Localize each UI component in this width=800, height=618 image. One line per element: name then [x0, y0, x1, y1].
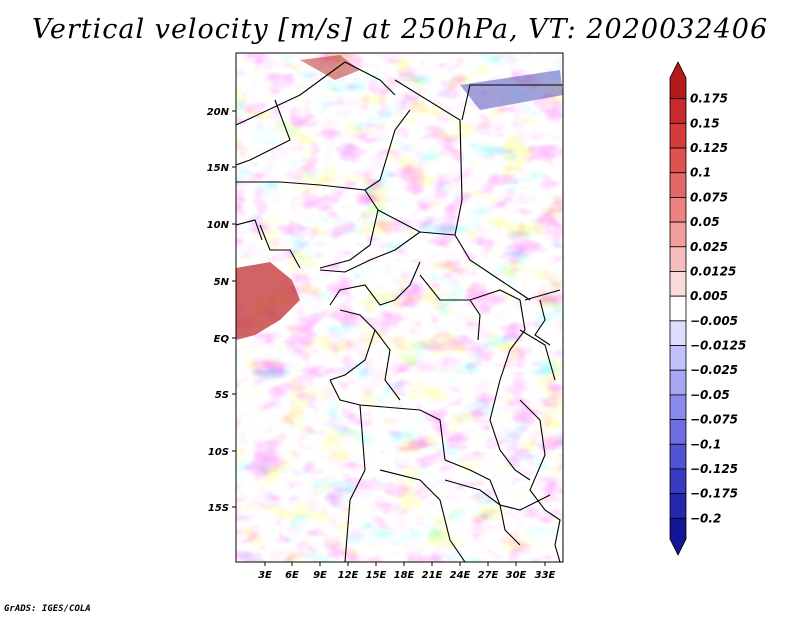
velocity-field: [236, 53, 563, 562]
colorbar-swatch: [669, 98, 687, 124]
map-title: Vertical velocity [m/s] at 250hPa, VT: 2…: [31, 14, 769, 45]
colorbar-label: −0.175: [690, 487, 738, 501]
colorbar-swatch: [669, 246, 687, 272]
lat-label: EQ: [214, 334, 230, 345]
colorbar-label: −0.1: [690, 437, 721, 451]
lon-label: 6E: [285, 570, 299, 581]
lat-label: 10N: [207, 220, 230, 231]
colorbar-swatch: [669, 122, 687, 149]
colorbar-swatch: [669, 172, 687, 198]
colorbar-label: −0.025: [690, 363, 738, 377]
colorbar-label: −0.075: [690, 413, 738, 427]
lon-label: 33E: [535, 570, 556, 581]
colorbar-swatch: [669, 271, 687, 297]
lat-label: 15N: [207, 163, 230, 174]
lat-label: 20N: [207, 107, 230, 118]
colorbar-swatch: [669, 443, 687, 470]
lat-label: 15S: [208, 503, 229, 514]
colorbar-label: −0.125: [690, 462, 738, 476]
plot-frame: [235, 52, 564, 563]
lon-label: 9E: [313, 570, 327, 581]
colorbar: 0.175 0.15 0.125 0.1 0.075 0.05 0.025 0.0125 0.0…: [669, 61, 746, 556]
lon-axis: 3E 6E 9E 12E 15E 18E 21E 24E 27E 30E 33E: [258, 562, 556, 581]
colorbar-swatch: [669, 345, 687, 371]
colorbar-swatch: [669, 493, 687, 519]
colorbar-swatch: [669, 468, 687, 495]
colorbar-label: 0.1: [690, 166, 711, 180]
colorbar-label: 0.15: [690, 116, 720, 130]
lat-axis: 20N 15N 10N 5N EQ 5S 10S 15S: [207, 107, 236, 514]
colorbar-label: 0.0125: [690, 264, 736, 278]
colorbar-swatch: [669, 61, 687, 100]
colorbar-label: −0.005: [690, 314, 738, 328]
lon-label: 27E: [478, 570, 499, 581]
colorbar-swatch: [669, 419, 687, 445]
colorbar-label: 0.05: [690, 215, 720, 229]
colorbar-swatch: [669, 147, 687, 174]
colorbar-swatch: [669, 197, 687, 223]
lat-label: 5S: [215, 390, 229, 401]
lon-label: 30E: [506, 570, 527, 581]
colorbar-label: 0.175: [690, 92, 728, 106]
colorbar-swatch: [669, 517, 687, 556]
lat-label: 10S: [208, 447, 229, 458]
colorbar-swatch: [669, 221, 687, 248]
colorbar-label: 0.025: [690, 240, 728, 254]
colorbar-label: 0.125: [690, 141, 728, 155]
colorbar-label: −0.05: [690, 388, 730, 402]
grads-credit: GrADS: IGES/COLA: [4, 604, 91, 614]
colorbar-label: −0.2: [690, 511, 721, 525]
colorbar-label: 0.075: [690, 190, 728, 204]
lon-label: 3E: [258, 570, 272, 581]
lon-label: 15E: [366, 570, 387, 581]
colorbar-label: −0.0125: [690, 339, 746, 353]
country-borders: [236, 61, 563, 562]
lon-label: 24E: [450, 570, 471, 581]
lon-label: 21E: [422, 570, 443, 581]
colorbar-label: 0.005: [690, 289, 728, 303]
colorbar-swatch: [669, 369, 687, 396]
lon-label: 12E: [338, 570, 359, 581]
colorbar-swatch: [669, 320, 687, 346]
colorbar-swatch: [669, 295, 687, 322]
colorbar-swatch: [669, 394, 687, 420]
lon-label: 18E: [394, 570, 415, 581]
lat-label: 5N: [214, 277, 230, 288]
